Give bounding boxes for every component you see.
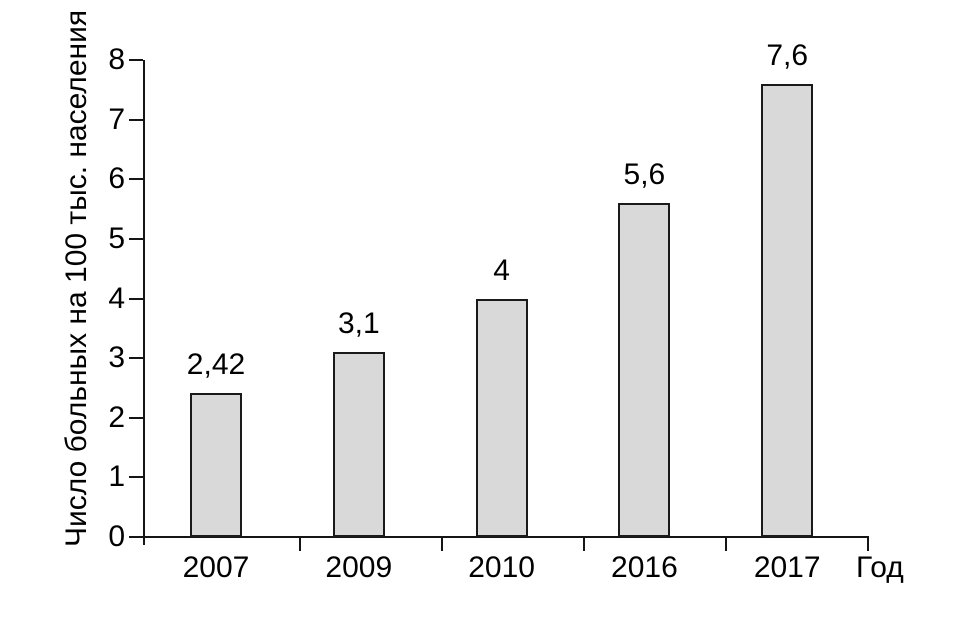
y-tick [129,118,143,121]
bar-2010 [475,298,528,537]
x-tick-label: 2007 [182,551,250,584]
bar-2016 [618,203,671,537]
bar-value-label: 7,6 [766,38,809,72]
x-axis-title: Год [856,551,904,584]
y-tick-label: 1 [108,460,125,494]
y-axis-line [143,60,145,545]
y-tick [129,297,143,300]
y-tick-label: 0 [108,520,125,553]
y-tick [129,476,143,479]
x-tick [583,537,585,551]
bar-value-label: 2,42 [186,347,246,381]
y-tick [129,59,143,61]
bar-value-label: 3,1 [337,307,380,341]
x-tick-label: 2017 [753,551,821,584]
bar-value-label: 5,6 [623,158,666,192]
y-tick [129,178,143,181]
x-tick [441,537,443,551]
y-tick [129,536,143,538]
x-tick-label: 2016 [611,551,678,584]
y-tick-label: 8 [108,43,125,76]
x-tick [299,537,301,551]
y-tick-label: 5 [108,221,125,255]
y-tick-label: 2 [108,400,125,434]
y-tick [129,416,143,419]
bar-2007 [190,392,242,537]
x-tick-label: 2009 [325,551,393,584]
y-tick-label: 4 [108,281,125,315]
bar-2017 [761,83,814,537]
y-tick [129,357,143,360]
y-tick-label: 6 [108,162,125,196]
y-tick-label: 7 [108,102,125,136]
y-tick [129,237,143,240]
x-axis-line [143,536,869,538]
x-tick [867,537,869,551]
bar-2009 [332,352,385,537]
bar-value-label: 4 [493,253,510,287]
x-tick [725,537,727,551]
y-tick-label: 3 [108,341,125,375]
x-tick-label: 2010 [468,551,535,584]
